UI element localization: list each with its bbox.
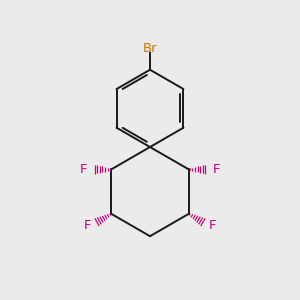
Text: Br: Br bbox=[143, 42, 157, 55]
Text: F: F bbox=[212, 163, 220, 176]
Text: F: F bbox=[83, 219, 91, 232]
Text: F: F bbox=[209, 219, 217, 232]
Text: F: F bbox=[80, 163, 88, 176]
